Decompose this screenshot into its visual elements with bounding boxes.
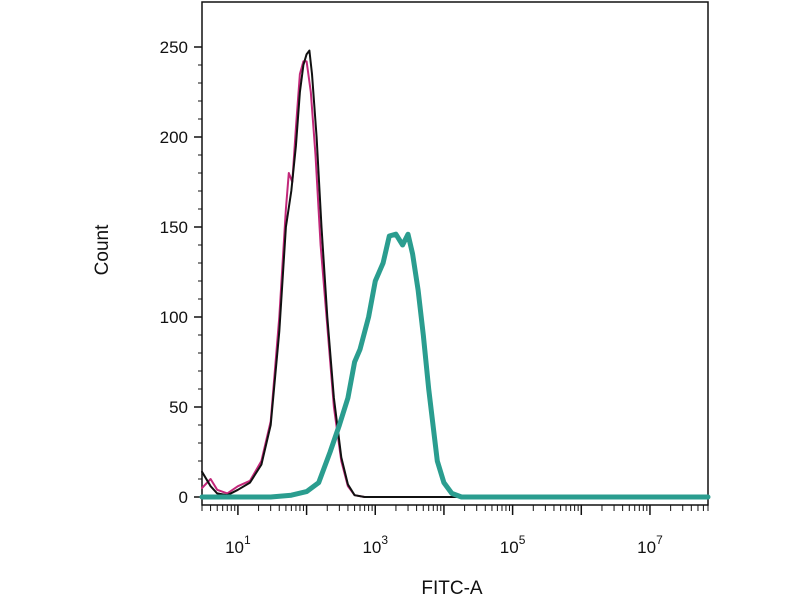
y-tick-label: 150 — [160, 218, 188, 237]
histogram-series-2 — [201, 49, 709, 498]
x-tick-label: 101 — [225, 533, 251, 557]
y-tick-label: 0 — [179, 488, 188, 507]
y-axis-title: Count — [92, 224, 113, 275]
x-tick-label: 107 — [637, 533, 663, 557]
y-tick-label: 100 — [160, 308, 188, 327]
plot-frame — [201, 1, 709, 506]
x-tick-label: 103 — [362, 533, 388, 557]
histogram-series-1 — [201, 60, 709, 498]
series-layer — [199, 49, 711, 500]
histogram-series-3 — [199, 231, 711, 500]
y-tick-label: 200 — [160, 128, 188, 147]
x-axis-title: FITC-A — [421, 578, 483, 599]
y-tick-label: 250 — [160, 38, 188, 57]
y-axis: 0 50 100 150 200 250 — [160, 38, 202, 507]
x-axis: 101 103 105 107 — [201, 505, 709, 557]
y-tick-label: 50 — [169, 398, 188, 417]
x-tick-label: 105 — [500, 533, 526, 557]
